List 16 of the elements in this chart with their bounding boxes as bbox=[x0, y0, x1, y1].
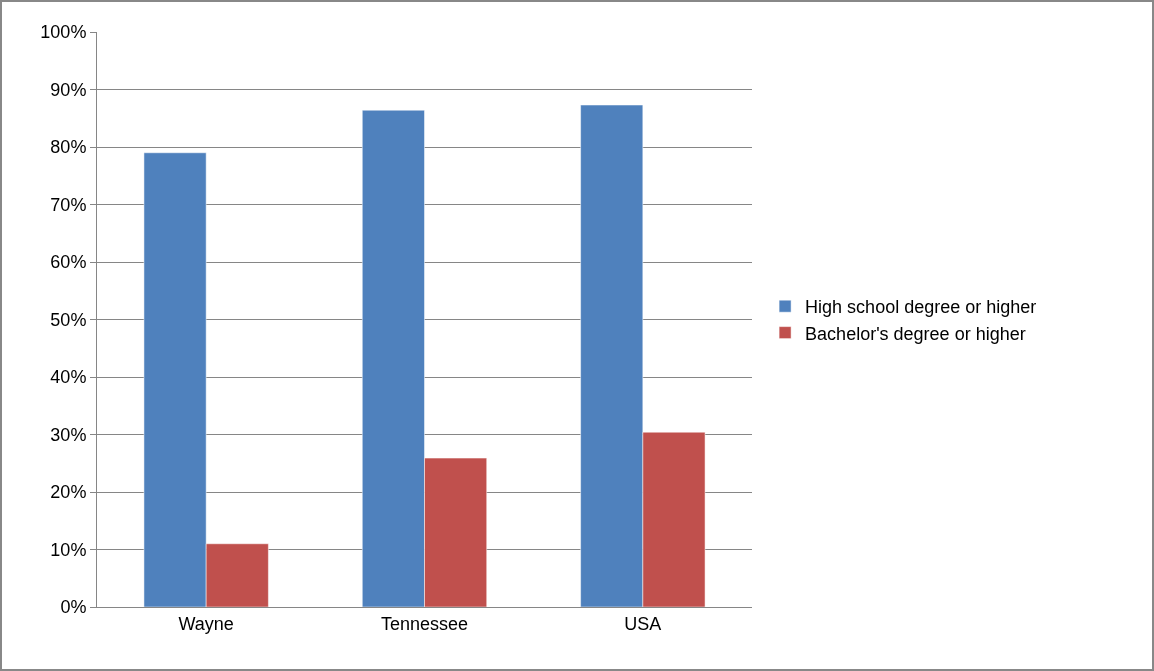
y-tick-label: 20% bbox=[50, 482, 87, 503]
y-tick-label: 0% bbox=[60, 597, 87, 618]
y-tick-label: 80% bbox=[50, 137, 87, 158]
legend-label: High school degree or higher bbox=[805, 297, 1037, 318]
y-tick-label: 100% bbox=[40, 22, 87, 43]
x-tick-label: Wayne bbox=[178, 613, 234, 634]
y-tick-label: 70% bbox=[50, 194, 87, 215]
x-tick-label: USA bbox=[624, 613, 662, 634]
legend-label: Bachelor's degree or higher bbox=[805, 323, 1026, 344]
y-tick-label: 50% bbox=[50, 309, 87, 330]
y-tick-label: 30% bbox=[50, 424, 87, 445]
y-tick-label: 60% bbox=[50, 252, 87, 273]
y-tick-label: 90% bbox=[50, 79, 87, 100]
y-tick-label: 10% bbox=[50, 539, 87, 560]
x-tick-label: Tennessee bbox=[380, 613, 469, 634]
y-tick-label: 40% bbox=[50, 367, 87, 388]
